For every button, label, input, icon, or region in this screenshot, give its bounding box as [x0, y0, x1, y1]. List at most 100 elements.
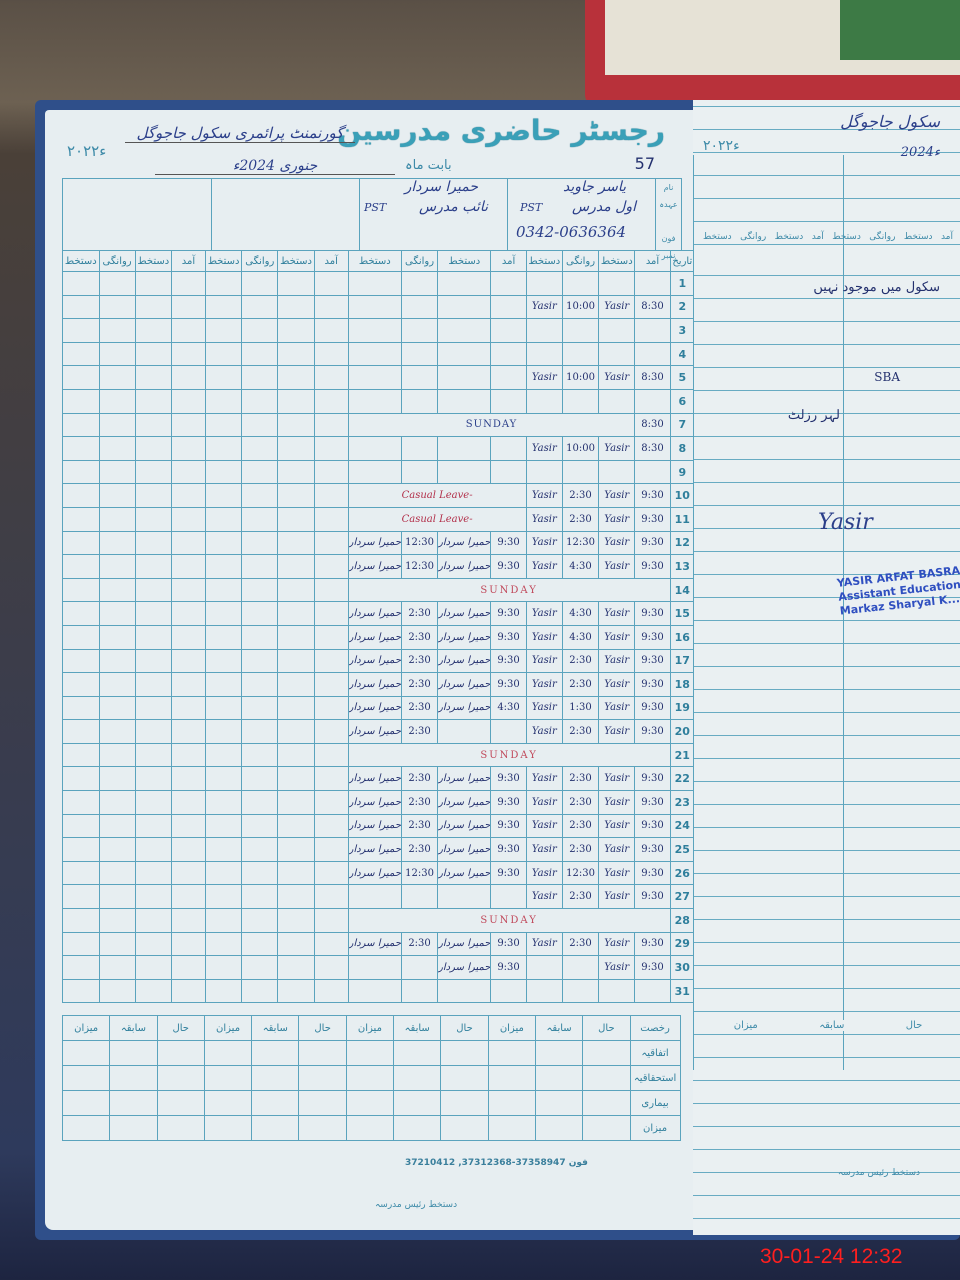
- t1-signature: Yasir: [598, 436, 636, 461]
- table-cell: [313, 271, 349, 296]
- t2-arrival: 9:30: [490, 530, 527, 556]
- date-cell: 29: [669, 931, 696, 957]
- table-cell: [171, 742, 206, 768]
- table-cell: [241, 365, 279, 390]
- table-cell: [134, 388, 173, 414]
- summary-cell: [582, 1090, 631, 1116]
- table-cell: [204, 931, 243, 957]
- table-cell: [62, 294, 100, 320]
- teacher-2: حمیرا سردار نائب مدرس PST: [359, 179, 508, 251]
- table-cell: [313, 837, 349, 862]
- table-row: 6: [62, 388, 696, 414]
- table-cell: [277, 271, 315, 296]
- summary-header: حال: [440, 1015, 489, 1041]
- t2-departure: 12:30: [401, 554, 439, 579]
- summary-header: رخصت: [629, 1015, 681, 1041]
- table-cell: [241, 719, 279, 744]
- t2-signature: حمیرا سردار: [347, 601, 403, 626]
- t2-signature: حمیرا سردار: [347, 837, 403, 862]
- table-cell: [525, 271, 564, 296]
- t1-signature: Yasir: [598, 837, 636, 862]
- table-cell: [525, 459, 564, 485]
- table-cell: [134, 955, 173, 980]
- t1-departure: 4:30: [562, 601, 600, 626]
- t2-signature: حمیرا سردار: [437, 648, 492, 674]
- t1-signature: Yasir: [525, 530, 564, 556]
- table-cell: [490, 388, 527, 414]
- table-cell: [634, 459, 671, 485]
- t1-departure: 2:30: [562, 884, 600, 910]
- table-cell: [347, 884, 403, 910]
- table-cell: [134, 931, 173, 957]
- table-cell: [277, 790, 315, 815]
- t1-signature: Yasir: [598, 719, 636, 744]
- column-header: دستخط: [525, 250, 564, 272]
- summary-cell: [203, 1065, 253, 1091]
- table-cell: [313, 459, 349, 485]
- month-label: بابت ماہ: [405, 158, 452, 173]
- table-cell: [241, 388, 279, 414]
- month-value: جنوری 2024ء: [155, 158, 395, 175]
- column-header: دستخط: [204, 250, 243, 272]
- table-cell: [134, 294, 173, 320]
- table-cell: [62, 459, 100, 485]
- table-row: 22 9:30 Yasir 2:30 Yasir 9:30 حمیرا سردار 2:30 ح…: [62, 766, 696, 792]
- table-cell: [134, 483, 173, 508]
- table-cell: [98, 884, 136, 910]
- table-cell: [98, 577, 136, 603]
- table-cell: [277, 459, 315, 485]
- table-cell: [171, 601, 206, 626]
- table-cell: [562, 955, 600, 980]
- date-cell: 21: [669, 742, 696, 768]
- table-cell: [98, 742, 136, 768]
- summary-row: میزان: [61, 1115, 681, 1141]
- summary-cell: [440, 1065, 489, 1091]
- teacher-2-designation: نائب مدرس: [419, 199, 488, 215]
- table-cell: [171, 436, 206, 461]
- table-cell: [134, 554, 173, 579]
- table-cell: [134, 436, 173, 461]
- school-name: گورنمنٹ پرائمری سکول جاجوگل: [125, 124, 355, 143]
- summary-label: میزان: [629, 1115, 681, 1141]
- table-cell: [98, 837, 136, 862]
- table-cell: [437, 459, 492, 485]
- table-cell: [171, 978, 206, 1004]
- table-cell: [437, 388, 492, 414]
- right-column-headers: آمد دستخط روانگی دستخط آمد دستخط روانگی دستخط: [703, 232, 953, 242]
- table-cell: [490, 271, 527, 296]
- table-cell: [241, 318, 279, 343]
- table-cell: [98, 860, 136, 886]
- table-cell: [98, 908, 136, 933]
- table-cell: [313, 648, 349, 674]
- column-header: روانگی: [241, 250, 279, 272]
- table-cell: [171, 719, 206, 744]
- summary-row: اتفاقیہ: [61, 1040, 681, 1066]
- table-cell: [241, 577, 279, 603]
- table-cell: [171, 884, 206, 910]
- table-cell: [277, 813, 315, 839]
- table-cell: [62, 506, 100, 532]
- table-cell: [62, 837, 100, 862]
- table-cell: [241, 695, 279, 721]
- table-cell: [204, 695, 243, 721]
- table-cell: [562, 341, 600, 367]
- table-cell: [277, 672, 315, 697]
- table-cell: [437, 271, 492, 296]
- table-cell: [62, 766, 100, 792]
- t1-departure: 12:30: [562, 530, 600, 556]
- t1-signature: Yasir: [525, 860, 564, 886]
- date-cell: 22: [669, 766, 696, 792]
- table-cell: [277, 766, 315, 792]
- summary-cell: [298, 1115, 347, 1141]
- column-header: دستخط: [62, 250, 100, 272]
- table-cell: [490, 978, 527, 1004]
- table-cell: [313, 813, 349, 839]
- table-cell: [171, 483, 206, 508]
- table-cell: [277, 506, 315, 532]
- right-summary-headers: حال سابقہ میزان: [703, 1020, 953, 1031]
- table-cell: [171, 672, 206, 697]
- summary-cell: [203, 1040, 253, 1066]
- summary-header: حال: [905, 1020, 923, 1031]
- table-cell: [562, 388, 600, 414]
- summary-label: بیماری: [629, 1090, 681, 1116]
